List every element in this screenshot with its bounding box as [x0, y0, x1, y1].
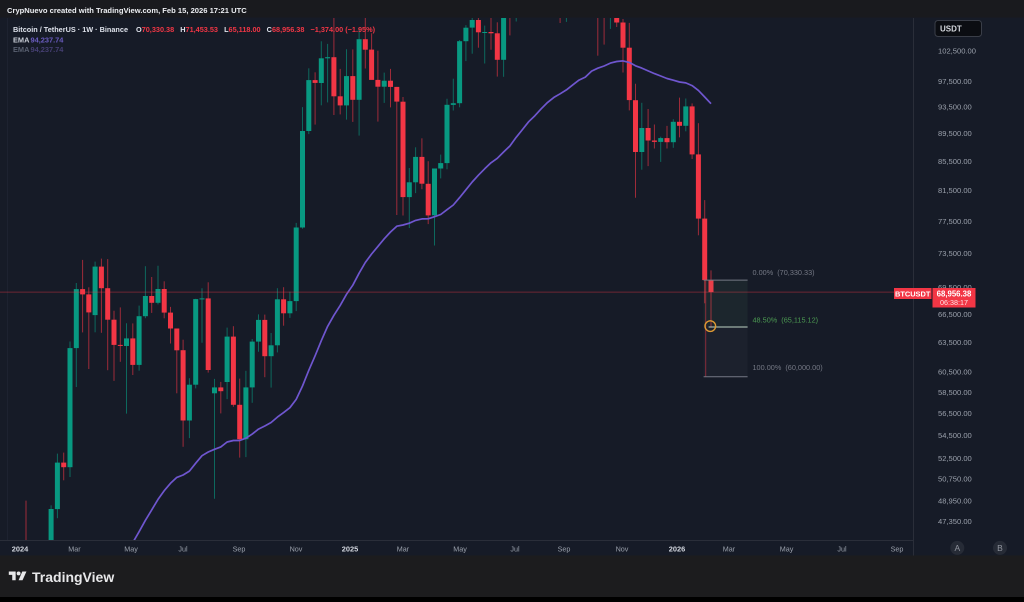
svg-text:48.50% (65,115.12): 48.50% (65,115.12): [753, 316, 819, 325]
svg-text:58,500.00: 58,500.00: [938, 388, 972, 397]
svg-text:0.00% (70,330.33): 0.00% (70,330.33): [753, 268, 815, 277]
svg-text:B: B: [997, 543, 1003, 553]
svg-text:Jul: Jul: [510, 545, 520, 554]
svg-text:CrypNuevo created with Trading: CrypNuevo created with TradingView.com, …: [7, 6, 247, 15]
svg-text:69,500.00: 69,500.00: [938, 283, 972, 292]
svg-text:USDT: USDT: [940, 25, 962, 34]
svg-text:Bitcoin / TetherUS · 1W · Bina: Bitcoin / TetherUS · 1W · Binance: [13, 25, 128, 34]
svg-text:2025: 2025: [342, 545, 358, 554]
svg-text:89,500.00: 89,500.00: [938, 129, 972, 138]
svg-text:Jul: Jul: [178, 545, 188, 554]
svg-text:Sep: Sep: [558, 545, 571, 554]
svg-text:81,500.00: 81,500.00: [938, 186, 972, 195]
svg-text:68,956.38: 68,956.38: [937, 289, 972, 298]
svg-text:52,500.00: 52,500.00: [938, 454, 972, 463]
svg-text:Mar: Mar: [723, 545, 736, 554]
svg-text:48,950.00: 48,950.00: [938, 497, 972, 506]
svg-text:TradingView: TradingView: [32, 569, 114, 585]
svg-text:102,500.00: 102,500.00: [938, 47, 976, 56]
svg-text:May: May: [453, 545, 467, 554]
svg-text:Nov: Nov: [290, 545, 303, 554]
svg-text:Sep: Sep: [891, 545, 904, 554]
svg-text:60,500.00: 60,500.00: [938, 368, 972, 377]
svg-text:66,500.00: 66,500.00: [938, 310, 972, 319]
svg-text:EMA: EMA: [13, 35, 30, 44]
svg-text:100.00% (60,000.00): 100.00% (60,000.00): [753, 363, 823, 372]
svg-text:May: May: [780, 545, 794, 554]
svg-text:May: May: [124, 545, 138, 554]
svg-text:94,237.74: 94,237.74: [31, 45, 65, 54]
svg-text:2024: 2024: [12, 545, 29, 554]
svg-text:63,500.00: 63,500.00: [938, 338, 972, 347]
svg-text:A: A: [954, 543, 960, 553]
svg-text:94,237.74: 94,237.74: [31, 35, 65, 44]
svg-text:77,500.00: 77,500.00: [938, 217, 972, 226]
svg-text:93,500.00: 93,500.00: [938, 103, 972, 112]
svg-text:Mar: Mar: [397, 545, 410, 554]
svg-text:54,500.00: 54,500.00: [938, 431, 972, 440]
svg-text:50,750.00: 50,750.00: [938, 475, 972, 484]
svg-text:Nov: Nov: [616, 545, 629, 554]
svg-text:06:38:17: 06:38:17: [940, 298, 968, 307]
svg-text:Sep: Sep: [233, 545, 246, 554]
svg-text:EMA: EMA: [13, 45, 30, 54]
svg-text:85,500.00: 85,500.00: [938, 157, 972, 166]
svg-text:BTCUSDT: BTCUSDT: [895, 289, 931, 298]
svg-text:97,500.00: 97,500.00: [938, 77, 972, 86]
svg-text:Jul: Jul: [837, 545, 847, 554]
svg-text:56,500.00: 56,500.00: [938, 409, 972, 418]
svg-text:2026: 2026: [669, 545, 685, 554]
svg-text:73,500.00: 73,500.00: [938, 249, 972, 258]
svg-text:Mar: Mar: [68, 545, 81, 554]
svg-text:47,350.00: 47,350.00: [938, 517, 972, 526]
svg-text:O70,330.38 H71,453.53 L65,: O70,330.38 H71,453.53 L65,118.00 C68,956…: [136, 25, 376, 34]
